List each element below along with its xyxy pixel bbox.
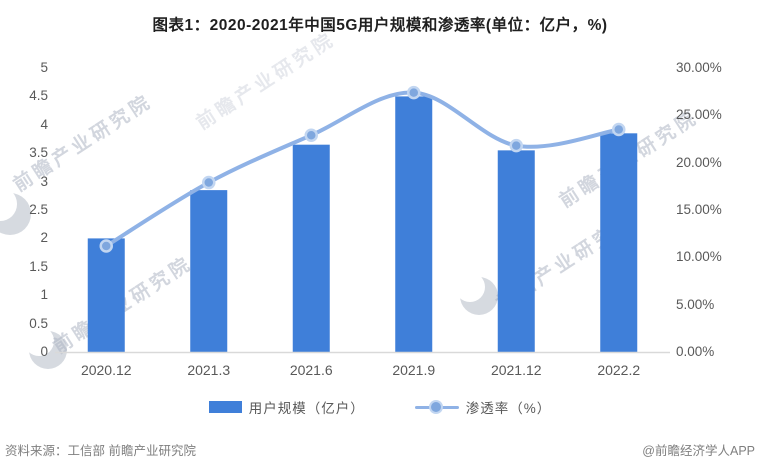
legend-item-penetration: 渗透率（%） (414, 397, 552, 417)
legend-label-users: 用户规模（亿户） (248, 401, 365, 416)
line-marker (202, 175, 216, 190)
line-series-swatch-icon (414, 401, 459, 413)
trend-line (104, 90, 621, 248)
bar (292, 144, 330, 352)
chart-legend: 用户规模（亿户） 渗透率（%） (0, 397, 760, 417)
line-marker (99, 239, 113, 253)
bar (87, 238, 125, 352)
line-marker (407, 85, 421, 100)
bar-series-swatch-icon (208, 401, 242, 413)
credit-note: @前瞻经济学人APP (642, 444, 755, 458)
legend-label-penetration: 渗透率（%） (465, 401, 552, 416)
bar (395, 96, 433, 353)
line-marker (612, 122, 626, 137)
bar (497, 150, 535, 352)
bar (190, 190, 228, 352)
data-source-note: 资料来源：工信部 前瞻产业研究院 (5, 444, 196, 458)
line-marker (304, 128, 318, 142)
line-marker (509, 138, 523, 153)
legend-item-users: 用户规模（亿户） (208, 397, 365, 417)
chart-title: 图表1：2020-2021年中国5G用户规模和渗透率(单位：亿户，%) (152, 17, 608, 34)
bar (600, 133, 638, 352)
